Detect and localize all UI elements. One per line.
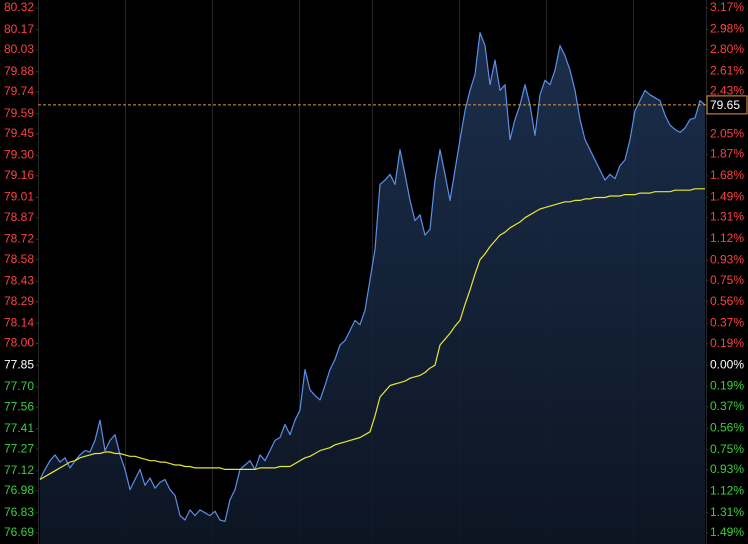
y-tick-label: 79.45 [4,126,34,140]
y-tick-label: 76.69 [4,525,34,539]
y-tick-label: 80.03 [4,42,34,56]
y-tick-label: 80.17 [4,22,34,36]
price-line [39,32,706,522]
y2-tick-label: 2.05% [710,126,744,140]
y2-tick-label: 0.37% [710,316,744,330]
y-tick-label: 77.56 [4,399,34,413]
y2-tick-label: 0.93% [710,462,744,476]
y2-tick-label: 3.17% [710,0,744,14]
y2-tick-label: 0.75% [710,273,744,287]
y-tick-label: 79.88 [4,64,34,78]
y-tick-label: 76.98 [4,483,34,497]
y-tick-label: 78.43 [4,274,34,288]
y2-tick-label: 1.31% [710,505,744,519]
y-tick-label: 77.85 [4,357,34,371]
y-tick-label: 80.32 [4,0,34,14]
y-tick-label: 77.27 [4,441,34,455]
y-tick-label: 79.74 [4,84,34,98]
y2-tick-label: 0.56% [710,420,744,434]
y-tick-label: 79.16 [4,168,34,182]
y-tick-label: 77.41 [4,421,34,435]
price-area [40,32,705,544]
y2-tick-label: 0.56% [710,294,744,308]
y2-tick-label: 0.19% [710,336,744,350]
y2-tick-label: 2.80% [710,42,744,56]
y2-tick-label: 1.12% [710,231,744,245]
y-tick-label: 79.59 [4,106,34,120]
average-line [39,188,705,481]
y2-tick-label: 0.19% [710,379,744,393]
y2-tick-label: 0.93% [710,253,744,267]
y-tick-label: 78.87 [4,210,34,224]
current-price-box [706,95,748,115]
y-tick-label: 79.30 [4,148,34,162]
y2-tick-label: 2.61% [710,63,744,77]
current-price-label: 79.65 [710,98,740,112]
y-tick-label: 78.72 [4,232,34,246]
y2-tick-label: 1.31% [710,210,744,224]
y2-tick-label: 1.68% [710,168,744,182]
y-tick-label: 77.12 [4,463,34,477]
y-tick-label: 76.83 [4,505,34,519]
y-tick-label: 77.70 [4,379,34,393]
y2-tick-label: 1.49% [710,525,744,539]
y2-tick-label: 0.37% [710,399,744,413]
y-tick-label: 78.58 [4,252,34,266]
y-tick-label: 79.01 [4,190,34,204]
y2-tick-label: 0.75% [710,442,744,456]
y2-tick-label: 2.98% [710,22,744,36]
y2-tick-label: 0.00% [710,357,744,371]
y2-tick-label: 2.43% [710,84,744,98]
y-tick-label: 78.00 [4,336,34,350]
y-tick-label: 78.14 [4,315,34,329]
y2-tick-label: 1.87% [710,147,744,161]
y-tick-label: 78.29 [4,294,34,308]
y2-tick-label: 1.49% [710,189,744,203]
y2-tick-label: 1.12% [710,483,744,497]
